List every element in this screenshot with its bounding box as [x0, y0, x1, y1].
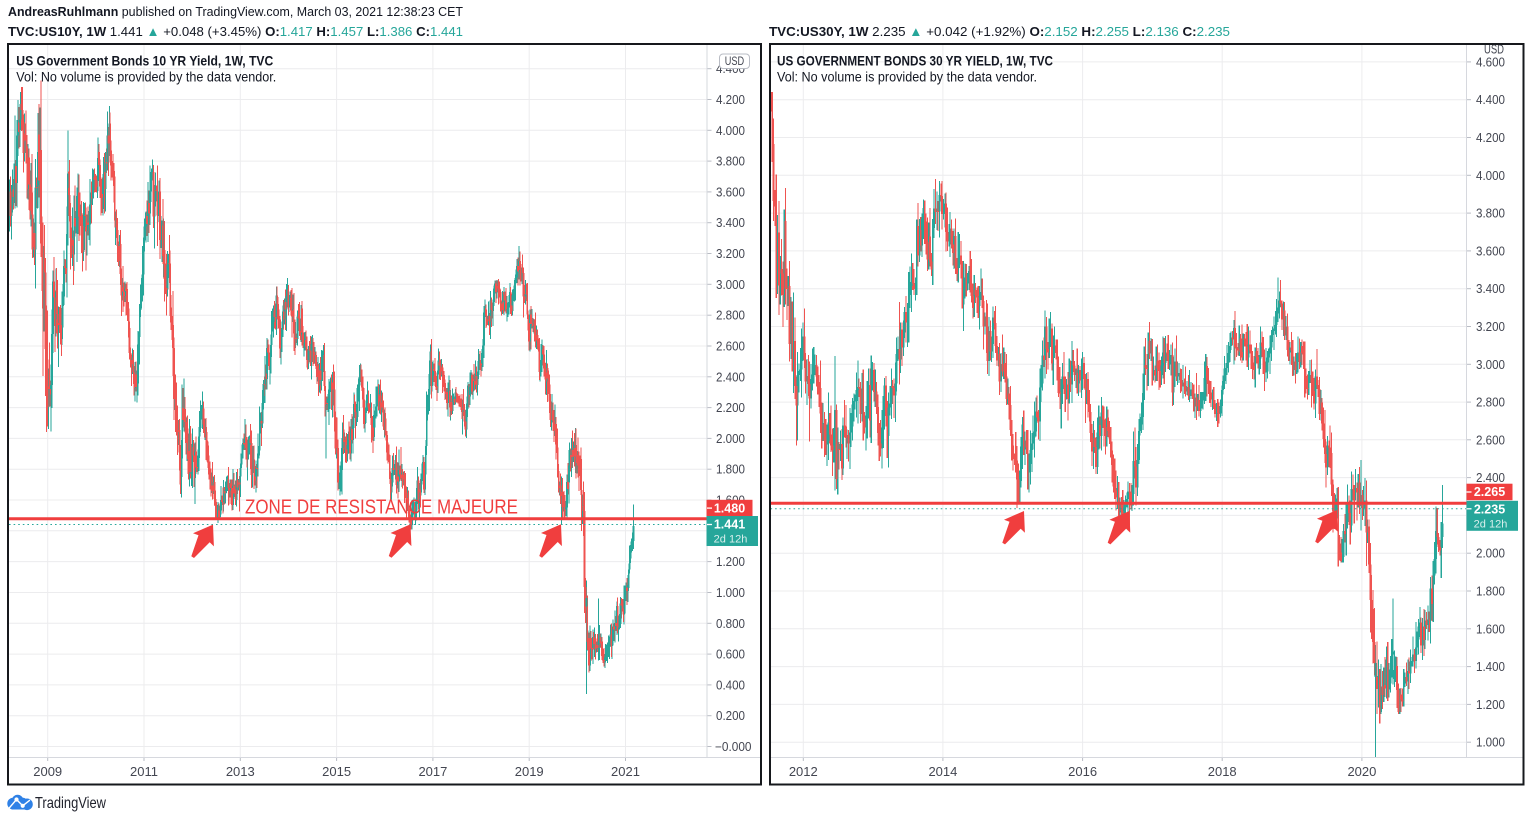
svg-text:2d 12h: 2d 12h — [714, 534, 748, 546]
svg-text:1.000: 1.000 — [716, 586, 745, 600]
svg-text:2.600: 2.600 — [1476, 433, 1505, 447]
svg-text:2019: 2019 — [515, 764, 544, 779]
svg-text:2.235: 2.235 — [1474, 502, 1505, 516]
svg-text:4.000: 4.000 — [716, 124, 745, 138]
svg-text:2015: 2015 — [322, 764, 351, 779]
svg-text:3.400: 3.400 — [1476, 282, 1505, 296]
svg-text:3.400: 3.400 — [716, 216, 745, 230]
svg-text:4.200: 4.200 — [1476, 131, 1505, 145]
svg-text:0.200: 0.200 — [716, 709, 745, 723]
svg-text:TVC:US30Y, 1W 2.235 ▲ +0.042: TVC:US30Y, 1W 2.235 ▲ +0.042 (+1.92%) O:… — [769, 24, 1230, 39]
svg-text:3.800: 3.800 — [1476, 207, 1505, 221]
svg-text:2009: 2009 — [33, 764, 62, 779]
svg-text:4.200: 4.200 — [716, 93, 745, 107]
svg-text:4.600: 4.600 — [1476, 55, 1505, 69]
svg-text:2.400: 2.400 — [1476, 471, 1505, 485]
svg-text:2.200: 2.200 — [716, 401, 745, 415]
svg-text:2.265: 2.265 — [1474, 485, 1505, 499]
svg-text:−0.000: −0.000 — [715, 740, 752, 754]
svg-text:USD: USD — [1484, 43, 1504, 57]
svg-text:2d 12h: 2d 12h — [1474, 518, 1508, 530]
svg-text:1.441: 1.441 — [714, 518, 745, 532]
svg-text:US GOVERNMENT BONDS 30 YR YIEL: US GOVERNMENT BONDS 30 YR YIELD, 1W, TVC — [777, 53, 1053, 69]
svg-text:2017: 2017 — [418, 764, 447, 779]
svg-text:2021: 2021 — [611, 764, 640, 779]
svg-text:1.480: 1.480 — [714, 501, 745, 515]
svg-text:2016: 2016 — [1068, 764, 1097, 779]
svg-text:3.800: 3.800 — [716, 155, 745, 169]
svg-text:2011: 2011 — [130, 764, 158, 779]
svg-text:2.000: 2.000 — [716, 432, 745, 446]
svg-text:0.800: 0.800 — [716, 617, 745, 631]
svg-text:2.000: 2.000 — [1476, 547, 1505, 561]
svg-text:Vol: No volume is provided by: Vol: No volume is provided by the data v… — [777, 70, 1037, 85]
svg-text:3.000: 3.000 — [1476, 358, 1505, 372]
svg-text:3.200: 3.200 — [716, 247, 745, 261]
svg-text:1.600: 1.600 — [1476, 622, 1505, 636]
svg-text:2012: 2012 — [789, 764, 818, 779]
svg-text:0.600: 0.600 — [716, 648, 745, 662]
svg-text:TradingView: TradingView — [35, 795, 106, 812]
svg-text:3.600: 3.600 — [716, 185, 745, 199]
svg-text:4.000: 4.000 — [1476, 169, 1505, 183]
svg-text:4.400: 4.400 — [1476, 93, 1505, 107]
svg-text:2013: 2013 — [226, 764, 255, 779]
svg-text:AndreasRuhlmann published on T: AndreasRuhlmann published on TradingView… — [8, 4, 463, 19]
svg-text:2.400: 2.400 — [716, 370, 745, 384]
svg-text:2.800: 2.800 — [716, 309, 745, 323]
svg-text:TVC:US10Y, 1W 1.441 ▲ +0.048: TVC:US10Y, 1W 1.441 ▲ +0.048 (+3.45%) O:… — [8, 24, 463, 39]
svg-text:3.600: 3.600 — [1476, 244, 1505, 258]
svg-text:2014: 2014 — [928, 764, 957, 779]
svg-text:2018: 2018 — [1208, 764, 1237, 779]
svg-text:0.400: 0.400 — [716, 678, 745, 692]
svg-text:1.000: 1.000 — [1476, 736, 1505, 750]
svg-text:2.800: 2.800 — [1476, 396, 1505, 410]
svg-text:2.600: 2.600 — [716, 340, 745, 354]
svg-text:1.200: 1.200 — [1476, 698, 1505, 712]
svg-text:1.400: 1.400 — [1476, 660, 1505, 674]
svg-text:3.200: 3.200 — [1476, 320, 1505, 334]
svg-text:1.800: 1.800 — [716, 463, 745, 477]
svg-text:2020: 2020 — [1347, 764, 1376, 779]
svg-text:USD: USD — [725, 54, 745, 68]
svg-text:3.000: 3.000 — [716, 278, 745, 292]
svg-text:ZONE DE RESISTANCE MAJEURE: ZONE DE RESISTANCE MAJEURE — [245, 495, 518, 518]
svg-text:US Government Bonds 10 YR Yiel: US Government Bonds 10 YR Yield, 1W, TVC — [16, 53, 273, 69]
svg-text:1.200: 1.200 — [716, 555, 745, 569]
svg-text:Vol: No volume is provided by: Vol: No volume is provided by the data v… — [16, 70, 276, 85]
svg-text:1.800: 1.800 — [1476, 585, 1505, 599]
